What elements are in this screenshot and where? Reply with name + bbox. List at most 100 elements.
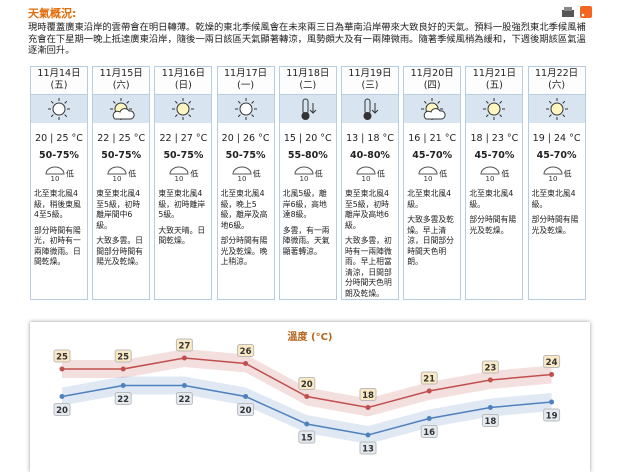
point [487, 377, 493, 383]
rss-icon[interactable] [580, 6, 592, 18]
rain-probability: 10 低 [218, 165, 274, 187]
sun-ray [548, 100, 552, 104]
sun-ray [175, 114, 179, 118]
value-label: 23 [484, 364, 496, 374]
date: 11月20日 [410, 68, 454, 79]
umbrella [418, 166, 438, 175]
weekday: (六) [548, 80, 566, 91]
umbrella [294, 166, 314, 175]
value-label: 27 [178, 342, 190, 352]
sun-ray [499, 100, 503, 104]
value-label-box [237, 403, 255, 416]
humidity-range: 45-70% [536, 150, 577, 161]
value-label-box [481, 360, 499, 374]
value-label: 16 [423, 428, 435, 438]
humidity-range: 55-80% [287, 150, 328, 161]
psr-level: 低 [314, 169, 323, 179]
value-label-box [53, 349, 71, 363]
forecast-text: 北至東北風4級，稍後東風4至5級。 部分時間有陽光，初時有一兩陣微雨。日間乾燥。 [31, 187, 87, 275]
temperature-range: 13 | 18 °C [346, 133, 394, 144]
sun-ray [175, 100, 179, 104]
day-card: 11月22日 (六) 19 | 24 °C 45-70% 10 低北至東北風4級。 部分時間… [527, 66, 586, 300]
point [426, 388, 432, 394]
humidity-range: 45-70% [474, 150, 515, 161]
psr-level: 低 [377, 169, 385, 179]
date: 11月18日 [286, 68, 330, 79]
day-card: 11月17日 (一) 20 | 26 °C 50-75% 10 低北至東北風4級，晚上5級… [216, 66, 275, 300]
weather-icon [234, 98, 257, 120]
temperature-range: 22 | 27 °C [159, 133, 208, 144]
sun-ray [237, 114, 241, 118]
value-label-box [298, 430, 316, 444]
value-label-box [543, 408, 561, 422]
weather: 大致多雲，初時有一兩陣微雨。早上相當清涼，日間部分時間天色明朗及乾燥。 [345, 236, 392, 298]
value-label: 25 [56, 353, 68, 363]
psr-icon-text: 10 [424, 175, 433, 183]
weather-icon-area [279, 95, 336, 123]
sun [550, 102, 564, 116]
weather-icon [301, 98, 317, 120]
day-card: 11月18日 (二) 15 | 20 °C 55-80% 10 低北風5級，離岸6級，高地… [278, 66, 337, 300]
sun-ray [561, 114, 565, 118]
umbrella-icon: 10 [543, 166, 563, 183]
weekday: (四) [423, 80, 441, 91]
wind: 北至東北風4級。 [407, 189, 452, 209]
wind: 北風5級，離岸6級，高地達8級。 [282, 189, 327, 219]
temperature-chart-panel: 溫度 (°C) 25 25 27 26 20 18 21 23 24 20 22 22 20 15 13 16 1… [30, 322, 590, 472]
umbrella-icon: 10 [480, 166, 500, 183]
day-card: 11月20日 (四) 16 | 21 °C 45-70% 10 低北至東北風4級。 大致多雲… [403, 66, 462, 300]
rain-probability: 10 低 [342, 165, 398, 187]
humidity-range: 50-75% [101, 150, 142, 161]
value-label: 22 [117, 395, 129, 405]
wind: 北至東北風4級。 [531, 189, 576, 209]
temperature-range: 19 | 24 °C [532, 133, 581, 144]
day-card: 11月15日 (六) 22 | 25 °C 50-75% 10 低東至東北風4至5級，初時… [92, 66, 151, 300]
day-card: 11月16日 (日) 22 | 27 °C 50-75% 10 低東至東北風4級，初時離岸… [154, 66, 213, 300]
weather-icon-area [404, 95, 461, 123]
date-header: 11月14日 (五) [31, 67, 87, 95]
toolbar-icons [562, 6, 592, 18]
day-card: 11月21日 (五) 18 | 23 °C 45-70% 10 低北至東北風4級。 部分時間… [465, 66, 524, 300]
forecast-text: 北至東北風4級。 大致多雲及乾燥。早上清涼，日間部分時間天色明朗。 [404, 187, 460, 275]
humidity-range: 50-75% [39, 150, 79, 161]
value-label: 21 [423, 375, 435, 385]
umbrella [232, 166, 252, 175]
arrow [371, 103, 379, 114]
date-header: 11月16日 (日) [155, 67, 212, 95]
psr-icon-text: 10 [299, 175, 308, 183]
value-label-box [175, 392, 193, 405]
date-header: 11月20日 (四) [404, 67, 461, 95]
date: 11月14日 [37, 68, 81, 79]
value-label: 18 [362, 391, 374, 401]
sun-ray [113, 100, 116, 104]
print-icon[interactable] [562, 10, 574, 17]
rain-probability: 10 低 [31, 165, 87, 187]
value-label-box [420, 371, 438, 385]
humidity-range: 50-75% [225, 150, 266, 161]
rain-probability: 10 低 [466, 165, 522, 187]
date-header: 11月15日 (六) [93, 67, 150, 95]
cloud [112, 108, 135, 120]
sun-ray [188, 100, 192, 104]
value-label: 20 [301, 380, 313, 390]
psr-icon-text: 10 [51, 175, 60, 183]
date-header: 11月19日 (三) [342, 67, 398, 95]
thermometer-bulb [363, 112, 372, 120]
psr-icon-text: 10 [113, 175, 122, 183]
temperature-range: 20 | 26 °C [221, 133, 270, 144]
value-label-box [481, 414, 499, 427]
date-header: 11月18日 (二) [279, 67, 336, 95]
weather: 大致天晴。日間乾燥。 [158, 225, 206, 246]
umbrella-icon: 10 [169, 166, 189, 183]
value-label-box [53, 403, 71, 416]
psr-icon-text: 10 [362, 175, 371, 183]
sun-ray [126, 100, 130, 104]
umbrella-icon: 10 [356, 166, 376, 183]
umbrella-icon: 10 [294, 166, 314, 183]
point [304, 394, 310, 399]
weather-icon-area [31, 95, 87, 123]
value-label: 26 [240, 347, 252, 357]
weather-icon [363, 98, 379, 120]
value-label-box [114, 349, 132, 363]
